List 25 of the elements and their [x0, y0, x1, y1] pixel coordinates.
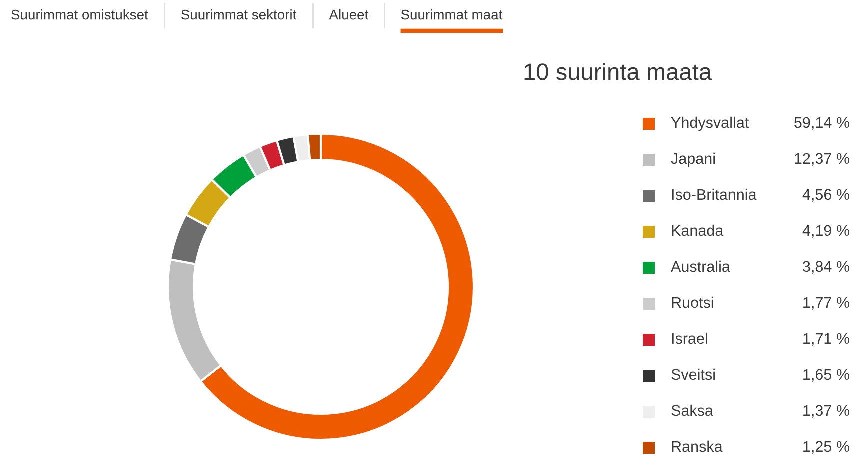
- legend-label: Ruotsi: [672, 296, 714, 308]
- legend-label: Sveitsi: [672, 368, 715, 380]
- data-label: 1,65 %: [804, 369, 850, 382]
- legend-label: Australia: [671, 260, 730, 272]
- text: Suurimmat omistukset: [12, 10, 148, 20]
- legend-label: Israel: [672, 332, 708, 344]
- data-label: 4,56 %: [802, 189, 850, 202]
- data-label: 3,84 %: [803, 261, 850, 274]
- data-label: 1,25 %: [804, 441, 850, 454]
- data-label: 1,71 %: [804, 333, 850, 346]
- legend-label: Saksa: [672, 404, 714, 416]
- text: Suurimmat sektorit: [182, 10, 297, 20]
- text: Alueet: [329, 10, 369, 20]
- data-label: 4,19 %: [802, 225, 850, 238]
- data-label: 12,37 %: [795, 153, 850, 166]
- legend-label: Japani: [671, 152, 715, 168]
- legend-label: Kanada: [672, 224, 724, 236]
- legend-label: Ranska: [672, 440, 723, 452]
- legend-label: Iso-Britannia: [672, 188, 757, 200]
- data-label: 1,37 %: [804, 405, 850, 418]
- chart-title: 10 suurinta maata: [524, 62, 712, 80]
- data-label: 59,14 %: [794, 117, 850, 130]
- text: Suurimmat maat: [401, 10, 503, 20]
- data-label: 1,77 %: [804, 297, 850, 310]
- legend-label: Yhdysvallat: [671, 116, 750, 132]
